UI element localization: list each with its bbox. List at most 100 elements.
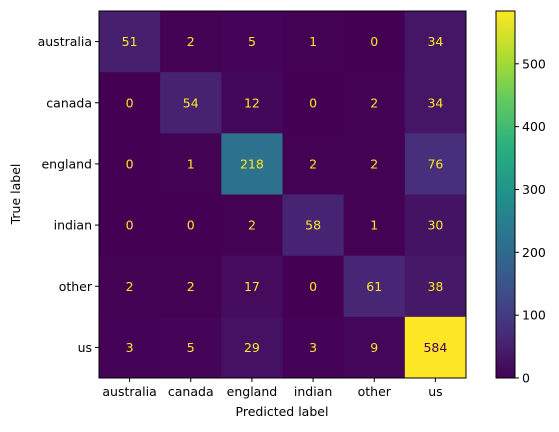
cell-value-label: 29 [244,340,260,355]
heatmap-cell [282,11,345,73]
colorbar-tick-label: 200 [522,245,546,260]
heatmap-cells [99,11,467,379]
cell-value-label: 1 [370,218,378,233]
x-tick-label: canada [168,384,214,399]
cell-value-label: 0 [126,156,134,171]
cell-value-label: 0 [370,34,378,49]
heatmap-cell-labels: 51 2 5 1 0 340 54 12 0 2 340 1 218 2 2 760 0 2 58 1 302 2 17 0 6… [122,34,448,355]
x-tick-label: england [227,384,278,399]
heatmap-cell [221,194,283,257]
colorbar-tick-label: 100 [522,308,546,323]
heatmap-cell [343,11,406,73]
cell-value-label: 2 [370,156,378,171]
heatmap-cell [221,316,283,379]
cell-value-label: 218 [240,156,264,171]
cell-value-label: 1 [309,34,317,49]
y-tick-label: england [41,156,92,171]
x-tick-label: us [428,384,442,399]
plot-frame [98,10,467,379]
x-tick-label: australia [102,384,156,399]
heatmap-cell [160,133,222,195]
y-tick-label: canada [46,95,92,110]
heatmap-cell [404,11,467,73]
heatmap-cell [221,255,283,318]
colorbar-tick-label: 400 [522,119,546,134]
cell-value-label: 2 [187,34,195,49]
cell-value-label: 0 [126,95,134,110]
cell-value-label: 3 [309,340,317,355]
heatmap-cell [99,72,161,134]
cell-value-label: 58 [305,218,321,233]
y-tick-label: indian [54,218,92,233]
y-tick-label: australia [38,34,92,49]
heatmap-cell [160,316,222,379]
colorbar-tick-label: 300 [522,182,546,197]
cell-value-label: 34 [427,34,443,49]
heatmap-cell [221,133,283,195]
heatmap-cell [282,255,345,318]
cell-value-label: 3 [126,340,134,355]
heatmap-cell [99,255,161,318]
cell-value-label: 61 [366,279,382,294]
cell-value-label: 30 [427,218,443,233]
x-axis-ticks: australia canada england indian other us [102,378,443,399]
y-axis-label: True label [8,164,23,226]
heatmap-cell [160,11,222,73]
cell-value-label: 0 [126,218,134,233]
heatmap-cell [160,72,222,134]
heatmap-cell [343,72,406,134]
heatmap-cell [282,133,345,195]
cell-value-label: 51 [122,34,138,49]
colorbar [495,10,516,379]
heatmap-cell [282,194,345,257]
heatmap-cell [99,133,161,195]
heatmap-cell [404,72,467,134]
y-axis-ticks: australia canada england indian other us [38,34,99,355]
heatmap-cell [99,11,161,73]
heatmap-cell [160,255,222,318]
cell-value-label: 17 [244,279,260,294]
x-axis-label: Predicted label [236,404,329,419]
heatmap-cell [343,255,406,318]
cell-value-label: 2 [309,156,317,171]
cell-value-label: 0 [187,218,195,233]
cell-value-label: 9 [370,340,378,355]
heatmap-cell [282,316,345,379]
heatmap-cell [343,316,406,379]
heatmap-cell [160,194,222,257]
cell-value-label: 12 [244,95,260,110]
cell-value-label: 1 [187,156,195,171]
cell-value-label: 5 [248,34,256,49]
heatmap-cell [343,194,406,257]
cell-value-label: 2 [126,279,134,294]
cell-value-label: 2 [187,279,195,294]
cell-value-label: 584 [423,340,447,355]
colorbar-ticks: 0 100 200 300 400 500 [515,56,546,386]
cell-value-label: 0 [309,95,317,110]
cell-value-label: 5 [187,340,195,355]
cell-value-label: 38 [427,279,443,294]
cell-value-label: 2 [370,95,378,110]
cell-value-label: 54 [183,95,199,110]
heatmap-cell [282,72,345,134]
heatmap-cell [221,11,283,73]
heatmap-cell [404,255,467,318]
y-tick-label: other [59,279,93,294]
y-tick-label: us [78,340,92,355]
heatmap-cell [99,316,161,379]
heatmap-cell [343,133,406,195]
x-tick-label: indian [294,384,332,399]
cell-value-label: 76 [427,156,443,171]
cell-value-label: 0 [309,279,317,294]
heatmap-cell [99,194,161,257]
heatmap-cell [221,72,283,134]
cell-value-label: 34 [427,95,443,110]
colorbar-tick-label: 500 [522,56,546,71]
heatmap-cell [404,194,467,257]
heatmap-cell [404,133,467,195]
x-tick-label: other [358,384,392,399]
heatmap-cell [404,316,467,379]
cell-value-label: 2 [248,218,256,233]
colorbar-tick-label: 0 [522,371,530,386]
